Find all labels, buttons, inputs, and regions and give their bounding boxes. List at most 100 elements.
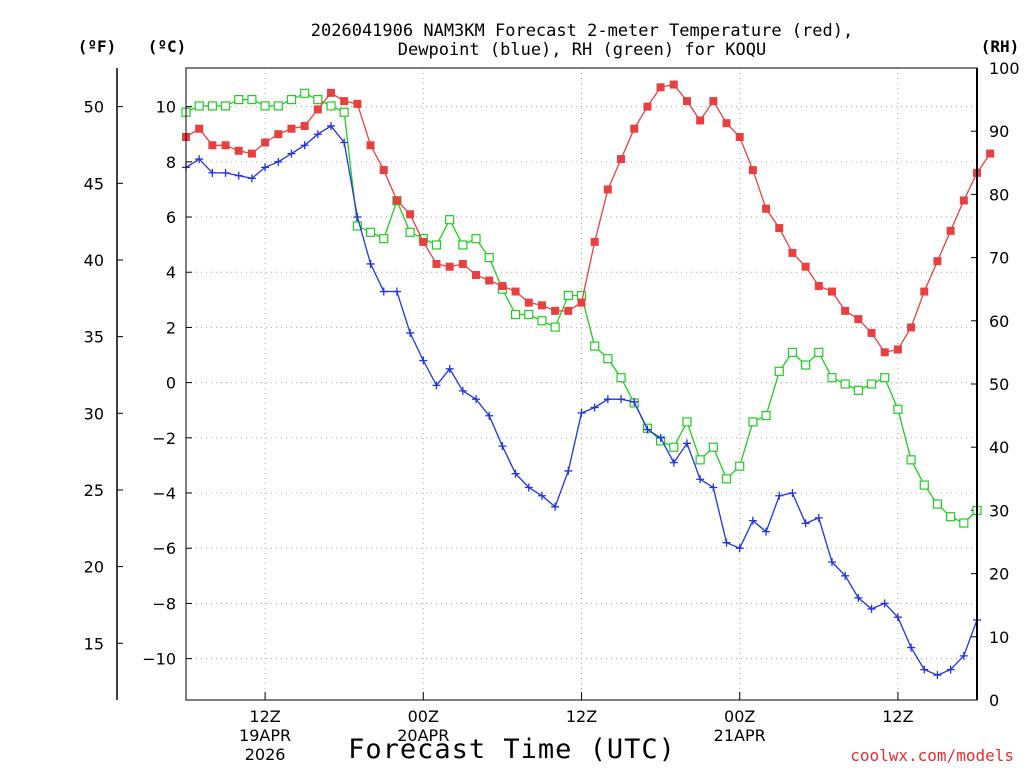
temperature-point (208, 141, 217, 150)
dewpoint-point (498, 442, 507, 451)
dewpoint-point (485, 411, 494, 420)
temperature-point (986, 149, 995, 158)
time-tick-date: 20APR (397, 726, 449, 745)
temperature-point (788, 248, 797, 257)
temperature-point (419, 237, 428, 246)
rh-point (827, 373, 837, 383)
temperature-point (630, 124, 639, 133)
temperature-point (485, 276, 494, 285)
temperature-point (814, 282, 823, 291)
dewpoint-point (511, 469, 520, 478)
rh-point (814, 347, 824, 357)
dewpoint-point (419, 356, 428, 365)
temperature-point (221, 141, 230, 150)
temperature-point (234, 146, 243, 155)
temperature-point (748, 166, 757, 175)
temperature-point (590, 237, 599, 246)
dewpoint-point (722, 538, 731, 547)
time-tick-year: 2026 (245, 745, 286, 764)
temperature-point (893, 345, 902, 354)
dewpoint-point (392, 287, 401, 296)
dewpoint-point (643, 425, 652, 434)
rh-point (458, 240, 468, 250)
rh-point (906, 455, 916, 465)
time-tick-label: 12Z (249, 707, 280, 726)
rh-point (445, 215, 455, 225)
temperature-series (182, 80, 995, 357)
fahrenheit-unit-label: (ºF) (78, 37, 117, 56)
rh-point (721, 474, 732, 484)
dewpoint-point (590, 403, 599, 412)
rh-point (616, 373, 626, 383)
rh-point (234, 94, 244, 105)
rh-point (379, 234, 389, 244)
rh-point (748, 417, 758, 427)
rh-point (220, 101, 231, 111)
temperature-point (327, 88, 336, 97)
fahrenheit-tick-label: 45 (84, 174, 104, 193)
rh-point (932, 499, 943, 509)
dewpoint-point (669, 458, 678, 467)
rh-point (431, 240, 442, 250)
rh-tick-label: 0 (989, 691, 999, 710)
temperature-point (432, 259, 441, 268)
temperature-point (537, 301, 546, 310)
temperature-point (406, 210, 415, 219)
rh-point (365, 227, 376, 237)
temperature-point (827, 287, 836, 296)
dewpoint-point (920, 665, 929, 674)
temperature-point (274, 130, 283, 139)
rh-point (682, 417, 692, 427)
dewpoint-point (933, 671, 942, 680)
temperature-point (564, 306, 573, 315)
temperature-point (656, 83, 665, 92)
rh-tick-label: 40 (989, 438, 1009, 457)
temperature-point (643, 102, 652, 111)
dewpoint-point (682, 439, 691, 448)
dewpoint-point (630, 397, 639, 406)
rh-tick-label: 50 (989, 375, 1009, 394)
time-tick-label: 12Z (882, 707, 913, 726)
rh-point (537, 316, 547, 326)
rh-tick-label: 80 (989, 185, 1009, 204)
rh-point (510, 309, 521, 320)
credit-label: coolwx.com/models (850, 746, 1014, 765)
dewpoint-point (366, 259, 375, 268)
dewpoint-point (287, 149, 296, 158)
rh-point (207, 101, 217, 111)
time-tick-date: 21APR (714, 726, 766, 745)
rh-point (300, 88, 310, 98)
dewpoint-point (603, 395, 612, 404)
temperature-point (379, 166, 388, 175)
temperature-point (458, 259, 467, 268)
rh-point (563, 290, 573, 301)
rh-point (893, 404, 903, 414)
rh-point (273, 101, 283, 111)
dewpoint-point (867, 604, 876, 613)
temperature-point (498, 282, 507, 291)
celsius-tick-label: −10 (142, 650, 176, 669)
dewpoint-point (959, 651, 968, 660)
temperature-point (933, 257, 942, 266)
rh-point (919, 480, 929, 490)
rh-point (286, 94, 297, 105)
rh-point (695, 455, 705, 465)
rh-point (339, 107, 349, 117)
celsius-tick-label: −2 (152, 429, 176, 448)
chart-title-line-1: 2026041906 NAM3KM Forecast 2-meter Tempe… (311, 21, 853, 41)
rh-point (603, 354, 613, 364)
fahrenheit-axis: 50 45 40 35 30 25 20 15 (84, 68, 123, 700)
temperature-point (775, 224, 784, 233)
rh-point (550, 322, 560, 332)
rh-point (946, 512, 956, 522)
temperature-point (959, 196, 968, 205)
dewpoint-point (274, 157, 283, 166)
dewpoint-point (827, 558, 836, 567)
rh-point (708, 442, 718, 452)
temperature-point (577, 298, 586, 307)
dewpoint-point (814, 513, 823, 522)
rh-tick-label: 90 (989, 122, 1009, 141)
rh-point (326, 101, 336, 111)
rh-point (761, 411, 771, 421)
